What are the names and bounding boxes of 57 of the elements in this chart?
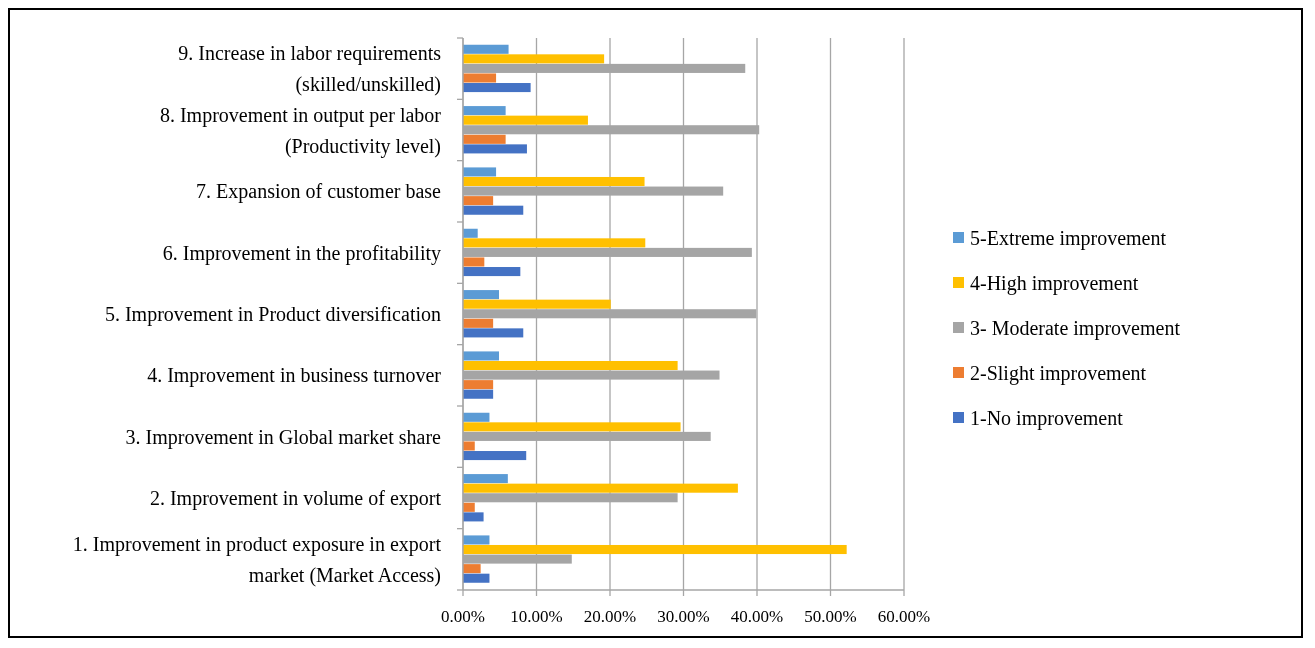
bar <box>463 412 490 422</box>
bar <box>463 351 500 361</box>
bar <box>463 380 494 390</box>
bar <box>463 474 508 484</box>
bar <box>463 83 531 93</box>
bar <box>463 257 485 267</box>
x-tick-label: 50.00% <box>804 607 857 626</box>
y-tick-label: 4. Improvement in business turnover <box>147 364 442 388</box>
bar <box>463 205 524 215</box>
bar <box>463 144 527 154</box>
bar <box>463 328 524 338</box>
bar <box>463 73 497 83</box>
x-tick-label: 30.00% <box>657 607 710 626</box>
y-tick-label: 2. Improvement in volume of export <box>149 487 442 510</box>
bar <box>463 106 506 116</box>
bar <box>463 167 497 177</box>
bar <box>463 441 475 451</box>
legend-label: 2-Slight improvement <box>970 362 1147 385</box>
x-tick-label: 0.00% <box>441 607 485 626</box>
bar <box>463 115 588 125</box>
bar <box>463 544 847 555</box>
bar <box>463 318 494 328</box>
legend-label: 3- Moderate improvement <box>970 317 1181 340</box>
y-tick-label: 5. Improvement in Product diversification <box>104 303 441 326</box>
bar <box>463 573 490 583</box>
bar <box>463 360 678 371</box>
x-tick-label: 20.00% <box>583 607 637 626</box>
x-tick-label: 40.00% <box>730 607 784 626</box>
legend-label: 4-High improvement <box>970 272 1139 295</box>
bar <box>463 389 494 399</box>
bar <box>463 44 509 54</box>
bar <box>463 451 527 461</box>
legend-label: 1-No improvement <box>970 407 1124 430</box>
bar <box>463 196 494 206</box>
bar <box>463 502 475 512</box>
y-tick-label: 3. Improvement in Global market share <box>125 425 442 449</box>
bar <box>463 422 681 432</box>
bar <box>463 54 605 64</box>
bar <box>463 483 738 493</box>
bar <box>463 228 478 238</box>
y-tick-label: 8. Improvement in output per labor (Productivity level) <box>159 103 442 158</box>
bar <box>463 238 646 248</box>
legend-label: 5-Extreme improvement <box>970 227 1167 250</box>
bar <box>463 134 506 144</box>
bar <box>463 512 484 522</box>
y-tick-label: 7. Expansion of customer base <box>196 180 442 204</box>
bar <box>463 299 611 309</box>
y-tick-label: 9. Increase in labor requirements (skilled/unskilled) <box>178 42 442 97</box>
bar <box>463 267 521 277</box>
bar <box>463 564 481 574</box>
y-tick-label: 6. Improvement in the profitability <box>162 241 441 265</box>
x-tick-label: 60.00% <box>877 607 931 626</box>
x-tick-label: 10.00% <box>510 607 563 626</box>
bar <box>463 290 500 300</box>
bar <box>463 176 645 187</box>
bar <box>463 535 490 545</box>
y-tick-label: 1. Improvement in product exposure in export market (Market Access) <box>72 532 442 587</box>
